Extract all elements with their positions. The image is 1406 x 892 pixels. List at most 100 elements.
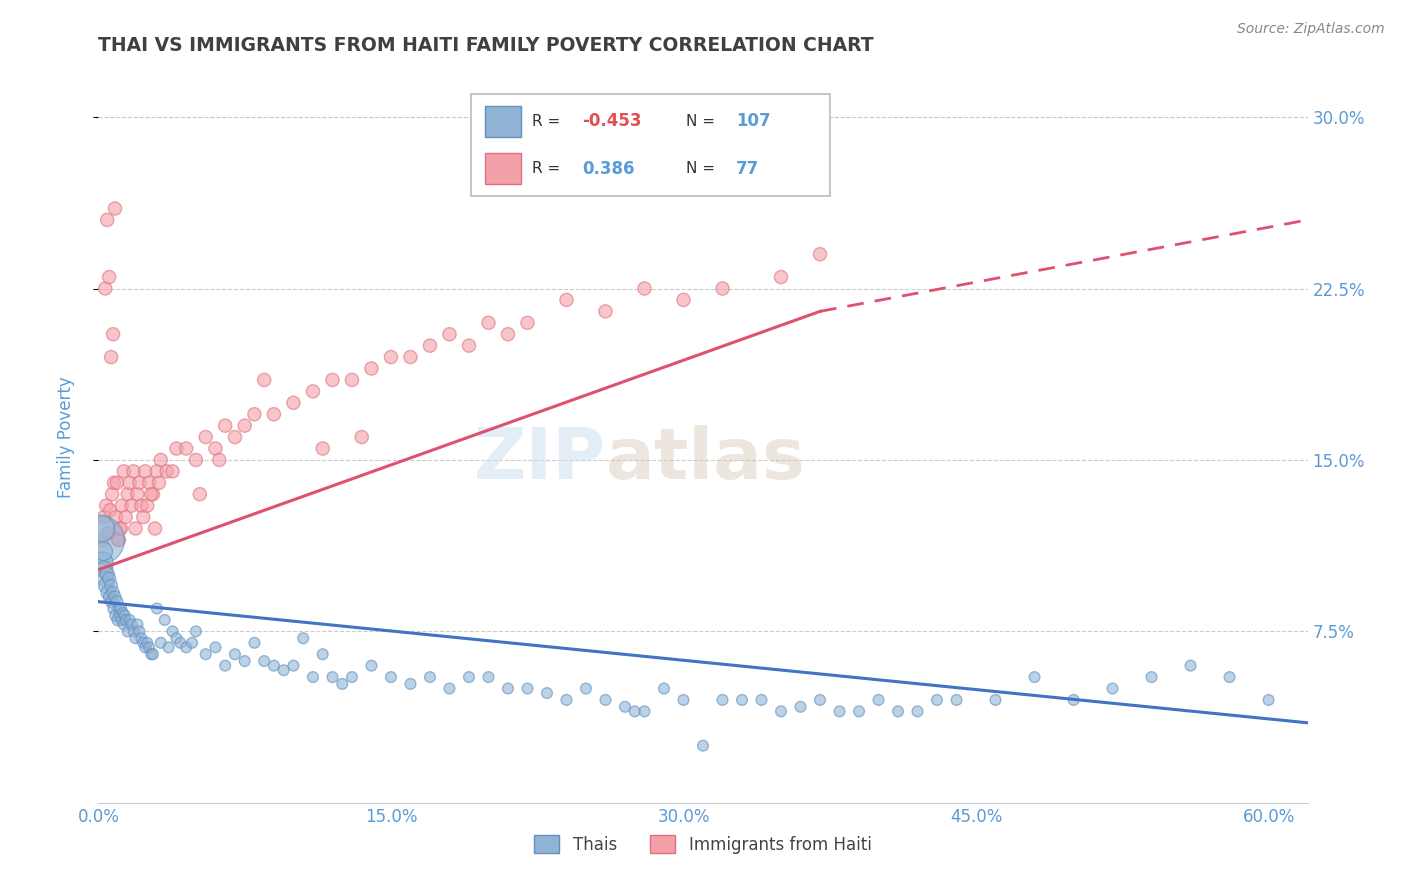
Point xyxy=(131,632,153,646)
Point xyxy=(124,521,146,535)
Point xyxy=(142,647,165,661)
Point xyxy=(128,624,150,639)
Point xyxy=(360,658,382,673)
Point xyxy=(263,658,285,673)
Point xyxy=(94,281,117,295)
Point xyxy=(194,430,217,444)
Point xyxy=(96,213,118,227)
Point xyxy=(103,601,125,615)
Point xyxy=(111,613,134,627)
Point xyxy=(114,613,136,627)
Point xyxy=(575,681,598,696)
Point xyxy=(828,705,851,719)
Point xyxy=(439,681,461,696)
Point xyxy=(110,601,132,615)
Point xyxy=(89,533,111,547)
Point xyxy=(128,475,150,490)
Point xyxy=(97,585,120,599)
Point xyxy=(143,521,166,535)
Legend: Thais, Immigrants from Haiti: Thais, Immigrants from Haiti xyxy=(527,829,879,860)
Point xyxy=(149,636,172,650)
Point xyxy=(108,533,131,547)
Point xyxy=(224,647,246,661)
Point xyxy=(165,632,187,646)
Point xyxy=(112,617,135,632)
Point xyxy=(380,350,402,364)
Point xyxy=(1063,693,1085,707)
Point xyxy=(419,670,441,684)
Point xyxy=(122,464,145,478)
Point xyxy=(188,487,211,501)
Point xyxy=(136,636,159,650)
Point xyxy=(204,442,226,456)
Point xyxy=(107,613,129,627)
Point xyxy=(98,590,121,604)
Text: R =: R = xyxy=(531,161,560,176)
Point xyxy=(117,487,139,501)
Point xyxy=(146,464,169,478)
Point xyxy=(138,640,160,655)
Point xyxy=(340,670,363,684)
Point xyxy=(110,521,132,535)
Point xyxy=(458,338,481,352)
Point xyxy=(162,464,184,478)
Point xyxy=(633,281,655,295)
Point xyxy=(149,453,172,467)
Point xyxy=(692,739,714,753)
Point xyxy=(312,442,335,456)
Point xyxy=(283,396,305,410)
Point xyxy=(112,464,135,478)
Point xyxy=(302,670,325,684)
Point xyxy=(321,670,343,684)
Text: ZIP: ZIP xyxy=(474,425,606,493)
Point xyxy=(1180,658,1202,673)
Point xyxy=(1219,670,1241,684)
Point xyxy=(516,316,538,330)
Point xyxy=(153,613,176,627)
Point xyxy=(652,681,675,696)
Point xyxy=(148,475,170,490)
Point xyxy=(419,338,441,352)
Point xyxy=(595,693,617,707)
Point xyxy=(555,293,578,307)
Point xyxy=(1140,670,1163,684)
Point xyxy=(516,681,538,696)
Point xyxy=(118,613,141,627)
Point xyxy=(117,624,139,639)
Point xyxy=(93,510,115,524)
Point xyxy=(399,350,422,364)
Y-axis label: Family Poverty: Family Poverty xyxy=(56,376,75,498)
Point xyxy=(101,594,124,608)
Text: 0.386: 0.386 xyxy=(582,160,634,178)
Text: THAI VS IMMIGRANTS FROM HAITI FAMILY POVERTY CORRELATION CHART: THAI VS IMMIGRANTS FROM HAITI FAMILY POV… xyxy=(98,36,875,54)
Point xyxy=(97,526,120,541)
Point xyxy=(243,636,266,650)
Text: atlas: atlas xyxy=(606,425,806,493)
Point xyxy=(108,601,131,615)
Point xyxy=(96,579,118,593)
Point xyxy=(233,654,256,668)
Point xyxy=(91,533,114,547)
Point xyxy=(399,677,422,691)
Point xyxy=(711,693,734,707)
Point xyxy=(121,499,143,513)
Point xyxy=(633,705,655,719)
Point xyxy=(184,453,207,467)
Point xyxy=(132,510,155,524)
Point xyxy=(769,270,792,285)
Text: -0.453: -0.453 xyxy=(582,112,641,130)
Point xyxy=(496,327,519,342)
Point xyxy=(124,632,146,646)
Point xyxy=(91,544,114,558)
Point xyxy=(142,487,165,501)
Point xyxy=(233,418,256,433)
Point xyxy=(330,677,353,691)
Point xyxy=(94,572,117,586)
Point xyxy=(808,247,831,261)
Point xyxy=(122,624,145,639)
Point xyxy=(104,510,127,524)
Point xyxy=(477,670,499,684)
Point xyxy=(253,654,276,668)
Point xyxy=(263,407,285,421)
Point xyxy=(98,503,121,517)
